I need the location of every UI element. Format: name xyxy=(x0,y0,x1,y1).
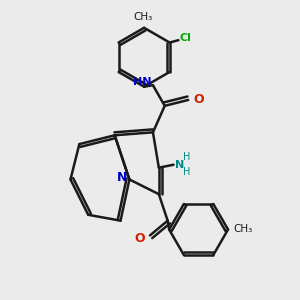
Text: Cl: Cl xyxy=(180,33,192,43)
Text: HN: HN xyxy=(134,77,152,87)
Text: O: O xyxy=(193,93,204,106)
Text: CH₃: CH₃ xyxy=(133,13,152,22)
Text: N: N xyxy=(175,160,184,170)
Text: N: N xyxy=(117,172,127,184)
Text: H: H xyxy=(183,152,190,162)
Text: O: O xyxy=(134,232,145,245)
Text: CH₃: CH₃ xyxy=(233,224,252,235)
Text: H: H xyxy=(183,167,190,177)
